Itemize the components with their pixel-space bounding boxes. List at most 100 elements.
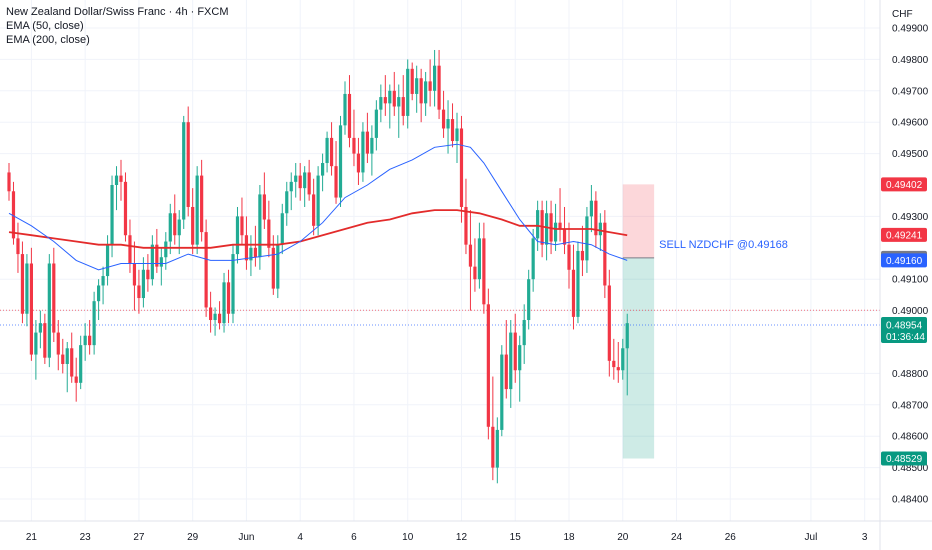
price-tick-label: 0.49800 <box>892 55 929 66</box>
time-tick-label: 26 <box>725 532 737 543</box>
candle-body <box>406 68 410 116</box>
candle-body <box>222 282 226 324</box>
candle-body <box>329 137 334 167</box>
candle-body <box>294 175 298 182</box>
time-tick-label: Jun <box>238 532 254 543</box>
candle-body <box>397 97 401 107</box>
candle-body <box>334 166 338 198</box>
candle-body <box>356 153 361 173</box>
candle-body <box>34 332 38 355</box>
candle-body <box>110 185 114 245</box>
price-tick-label: 0.49300 <box>892 212 929 223</box>
time-tick-label: 23 <box>80 532 92 543</box>
time-tick-label: 24 <box>671 532 683 543</box>
candle-body <box>29 263 33 355</box>
candle-body <box>43 323 47 358</box>
ema50-legend[interactable]: EMA (50, close) <box>6 20 84 32</box>
candle-body <box>558 222 562 229</box>
time-tick-label: 18 <box>563 532 575 543</box>
candle-body <box>576 250 580 317</box>
price-tick-label: 0.49000 <box>892 306 929 317</box>
time-tick-label: 4 <box>297 532 303 543</box>
candle-body <box>518 345 522 371</box>
candle-body <box>200 175 204 233</box>
candle-body <box>7 172 11 192</box>
chart-legend: New Zealand Dollar/Swiss Franc · 4h · FX… <box>6 5 229 47</box>
candle-body <box>244 235 249 261</box>
time-tick-label: 3 <box>862 532 868 543</box>
candle-body <box>226 282 231 314</box>
currency-label: CHF <box>892 9 913 20</box>
candle-body <box>240 216 244 236</box>
candle-body <box>464 206 468 245</box>
candle-body <box>338 125 343 198</box>
candle-body <box>536 210 540 239</box>
current-price-tag <box>881 317 927 344</box>
candle-body <box>545 213 549 245</box>
candle-body <box>370 137 374 154</box>
candle-body <box>522 320 526 346</box>
candle-body <box>25 263 29 314</box>
time-tick-label: 6 <box>351 532 357 543</box>
time-axis[interactable]: 21 23 27 29 Jun 4 6 10 12 15 18 20 24 26 Jul 3 <box>26 532 868 543</box>
symbol-title[interactable]: New Zealand Dollar/Swiss Franc · 4h · FX… <box>6 6 229 18</box>
candle-body <box>482 238 486 305</box>
candle-body <box>119 175 123 182</box>
candle-body <box>155 244 159 267</box>
candle-body <box>182 122 186 220</box>
candle-body <box>477 238 481 280</box>
candle-body <box>612 360 616 368</box>
price-tick-label: 0.48700 <box>892 400 929 411</box>
candle-body <box>114 175 119 185</box>
price-tick-label: 0.49700 <box>892 86 929 97</box>
candle-body <box>61 354 65 364</box>
candle-body <box>410 68 414 94</box>
candle-body <box>267 219 271 248</box>
ema200-legend[interactable]: EMA (200, close) <box>6 34 90 46</box>
candle-body <box>38 323 42 333</box>
candle-body <box>562 228 567 245</box>
candle-body <box>388 90 392 104</box>
candle-body <box>195 175 199 245</box>
time-tick-label: Jul <box>805 532 818 543</box>
candle-body <box>343 93 347 126</box>
candle-body <box>383 97 387 104</box>
short-position-tool[interactable]: SELL NZDCHF @0.49168 <box>622 184 788 459</box>
candle-body <box>101 276 105 286</box>
candle-body <box>168 213 172 242</box>
candle-body <box>249 247 253 261</box>
candle-body <box>433 65 437 91</box>
candle-body <box>83 335 87 346</box>
candle-body <box>20 254 25 314</box>
take-profit-zone <box>622 257 655 459</box>
candle-body <box>92 301 96 346</box>
price-axis[interactable]: 0.49900 0.49800 0.49700 0.49600 0.49500 0.493… <box>892 24 929 506</box>
candle-body <box>16 238 20 255</box>
candle-body <box>392 90 396 107</box>
candle-body <box>52 263 56 333</box>
price-lines <box>0 309 880 326</box>
candle-body <box>56 332 60 355</box>
stop-loss-zone <box>622 184 655 258</box>
candle-body <box>280 213 284 245</box>
time-tick-label: 20 <box>617 532 629 543</box>
candle-body <box>567 244 571 270</box>
time-tick-label: 29 <box>187 532 199 543</box>
time-tick-label: 12 <box>456 532 468 543</box>
candle-body <box>594 200 598 236</box>
candle-body <box>186 122 190 207</box>
candle-body <box>316 175 320 226</box>
price-tick-label: 0.49900 <box>892 24 929 35</box>
candle-body <box>105 244 110 277</box>
price-tag-label: 0.49402 <box>886 180 923 191</box>
candle-body <box>500 354 504 430</box>
ema50-line <box>8 143 628 271</box>
candle-body <box>258 194 262 258</box>
candle-body <box>607 285 611 361</box>
candle-body <box>177 219 181 236</box>
candle-body <box>262 194 266 220</box>
candle-body <box>47 263 51 358</box>
price-tick-label: 0.48600 <box>892 432 929 443</box>
candle-body <box>271 247 275 289</box>
